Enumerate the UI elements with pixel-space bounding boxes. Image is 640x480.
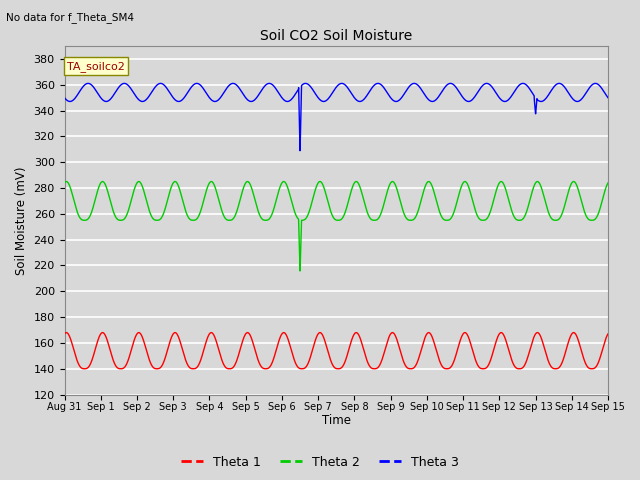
- Legend: Theta 1, Theta 2, Theta 3: Theta 1, Theta 2, Theta 3: [176, 451, 464, 474]
- Title: Soil CO2 Soil Moisture: Soil CO2 Soil Moisture: [260, 29, 412, 43]
- X-axis label: Time: Time: [322, 414, 351, 427]
- Text: TA_soilco2: TA_soilco2: [67, 60, 125, 72]
- Y-axis label: Soil Moisture (mV): Soil Moisture (mV): [15, 166, 28, 275]
- Text: No data for f_Theta_SM4: No data for f_Theta_SM4: [6, 12, 134, 23]
